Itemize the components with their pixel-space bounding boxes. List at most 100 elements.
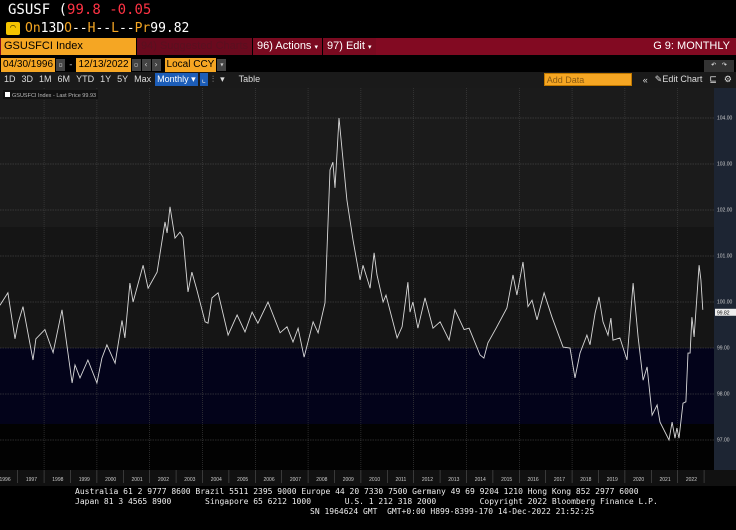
x-tick-label: 2001 — [131, 477, 142, 483]
legend-icon[interactable]: ⊑ — [709, 74, 717, 84]
x-tick-label: 2016 — [527, 477, 538, 483]
quote-details: ◠ On 13 D O -- H -- L -- Pr 99.82 — [6, 21, 189, 36]
start-date-field[interactable]: 04/30/1996 — [1, 58, 56, 72]
footer-line: Japan 81 3 4565 8900 Singapore 65 6212 1… — [75, 497, 658, 506]
y-tick-label: 98.00 — [717, 392, 730, 398]
gauge-icon[interactable]: ◠ — [6, 22, 20, 35]
low-value: -- — [118, 21, 135, 36]
x-tick-label: 2000 — [105, 477, 116, 483]
menu-row: GSUSFCI Index 94) Suggested Charts 96) A… — [1, 38, 376, 55]
frequency-select[interactable]: Monthly ▾ — [155, 73, 198, 86]
x-tick-label: 2012 — [422, 477, 433, 483]
chevron-down-icon[interactable]: ▾ — [217, 59, 227, 71]
x-tick-label: 2002 — [158, 477, 169, 483]
caret-down-icon: ▾ — [368, 44, 372, 51]
x-tick-label: 2014 — [475, 477, 486, 483]
band — [0, 424, 714, 470]
x-tick-label: 2021 — [659, 477, 670, 483]
period-bar: 1D 3D 1M 6M YTD 1Y 5Y Max Monthly ▾ ⌞ ⫶ … — [2, 73, 262, 86]
y-tick-label: 102.00 — [717, 208, 733, 214]
end-date-field[interactable]: 12/13/2022 — [76, 58, 131, 72]
x-tick-label: 1996 — [0, 477, 11, 483]
band — [0, 227, 714, 348]
date-separator: - — [68, 60, 74, 70]
redo-icon[interactable]: ↷ — [721, 60, 728, 70]
period-6m[interactable]: 6M — [57, 74, 71, 84]
x-tick-label: 2013 — [448, 477, 459, 483]
period-max[interactable]: Max — [134, 74, 152, 84]
x-tick-label: 2018 — [580, 477, 591, 483]
on-label: On — [25, 21, 41, 36]
band — [0, 348, 714, 424]
x-tick-label: 1997 — [26, 477, 37, 483]
low-label: L — [111, 21, 119, 36]
footer-line: SN 1964624 GMT GMT+0:00 H899-8399-170 14… — [310, 507, 595, 516]
collapse-icon[interactable]: « — [642, 74, 648, 85]
actions-button[interactable]: 96) Actions ▾ — [252, 38, 323, 55]
x-tick-label: 2022 — [686, 477, 697, 483]
price-chart[interactable]: GSUSFCI Index - Last Price 99.93 97.00 98… — [0, 88, 736, 470]
high-value: -- — [95, 21, 112, 36]
calendar-icon[interactable]: ▫ — [56, 59, 66, 71]
x-tick-label: 1998 — [52, 477, 63, 483]
x-tick-label: 2007 — [290, 477, 301, 483]
date-row: 04/30/1996 ▫ - 12/13/2022 ▫ ‹ › Local CC… — [1, 58, 227, 72]
y-axis-panel — [714, 88, 736, 470]
edit-button[interactable]: 97) Edit ▾ — [322, 38, 376, 55]
y-tick-label: 104.00 — [717, 116, 733, 122]
edit-chart-button[interactable]: ✎Edit Chart — [653, 73, 705, 86]
period-5y[interactable]: 5Y — [117, 74, 129, 84]
series-line — [0, 117, 704, 442]
table-button[interactable]: Table — [238, 74, 261, 84]
calendar-icon[interactable]: ▫ — [131, 59, 141, 71]
caret-down-icon: ▾ — [314, 44, 319, 51]
x-axis: 1996 1997 1998 1999 2000 2001 2002 2003 2004 2005… — [0, 470, 736, 486]
last-price-tag — [715, 308, 736, 316]
prev-label: Pr — [134, 21, 151, 36]
chart-tools: Add Data « ✎Edit Chart ⊑ ⚙ — [543, 73, 734, 86]
high-label: H — [87, 21, 96, 36]
period-3d[interactable]: 3D — [21, 74, 34, 84]
line-chart-icon[interactable]: ⌞ — [199, 73, 208, 86]
add-data-input[interactable]: Add Data — [543, 73, 632, 86]
on-value: 13 — [40, 21, 57, 36]
frequency-label: Monthly — [157, 74, 189, 84]
x-tick-label: 2003 — [184, 477, 195, 483]
chevron-down-icon[interactable]: ▾ — [220, 74, 225, 84]
period-1y[interactable]: 1Y — [100, 74, 112, 84]
undo-icon[interactable]: ↶ — [710, 60, 717, 70]
legend-swatch — [5, 92, 10, 97]
pencil-icon: ✎ — [654, 74, 663, 84]
edit-label: 97) Edit — [327, 40, 365, 52]
x-tick-label: 2011 — [395, 477, 406, 483]
undo-redo[interactable]: ↶ ↷ — [704, 60, 734, 72]
currency-select[interactable]: Local CCY — [164, 58, 217, 72]
prev-arrow-icon[interactable]: ‹ — [141, 59, 151, 71]
actions-label: 96) Actions — [257, 40, 312, 52]
edit-chart-label: Edit Chart — [662, 74, 703, 84]
legend-box — [3, 90, 98, 99]
last-price-label: 99.82 — [717, 310, 730, 316]
period-1d[interactable]: 1D — [4, 74, 16, 84]
y-tick-label: 100.00 — [717, 300, 733, 306]
security-field[interactable]: GSUSFCI Index — [1, 38, 136, 55]
y-tick-label: 99.00 — [717, 346, 730, 352]
price-change: -0.05 — [109, 2, 152, 18]
y-tick-label: 97.00 — [717, 438, 730, 444]
x-tick-label: 2006 — [263, 477, 274, 483]
period-ytd[interactable]: YTD — [76, 74, 95, 84]
open-value: -- — [71, 21, 88, 36]
prev-value: 99.82 — [150, 21, 190, 36]
legend-text: GSUSFCI Index - Last Price 99.93 — [12, 93, 96, 99]
x-tick-label: 2020 — [633, 477, 644, 483]
band — [0, 88, 714, 228]
period-1m[interactable]: 1M — [39, 74, 52, 84]
x-tick-label: 2004 — [211, 477, 222, 483]
y-tick-label: 103.00 — [717, 162, 733, 168]
candle-icon[interactable]: ⫶ — [211, 74, 215, 84]
next-arrow-icon[interactable]: › — [151, 59, 161, 71]
chart-title: G 9: MONTHLY — [653, 40, 730, 52]
gear-icon[interactable]: ⚙ — [723, 74, 732, 84]
suggested-charts-button[interactable]: 94) Suggested Charts — [136, 38, 253, 55]
x-tick-label: 2005 — [237, 477, 248, 483]
